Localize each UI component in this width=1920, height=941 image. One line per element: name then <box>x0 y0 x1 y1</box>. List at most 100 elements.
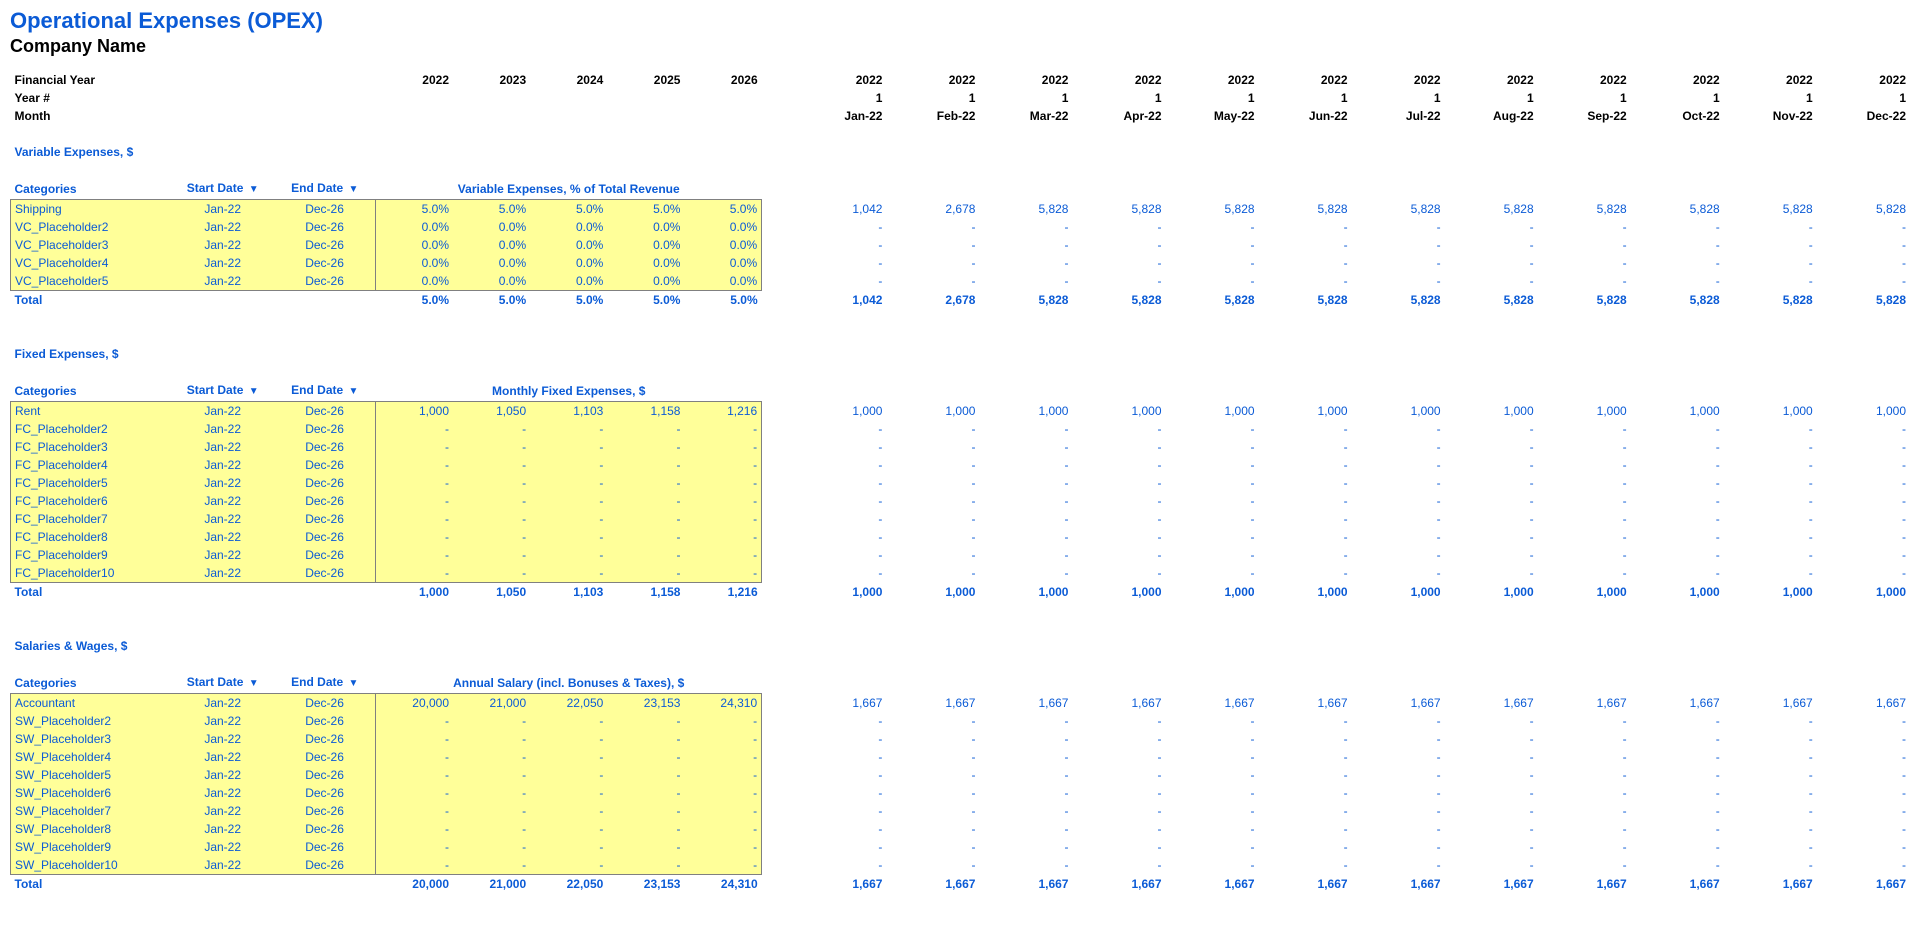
row-year-value[interactable]: - <box>530 748 607 766</box>
row-year-value[interactable]: 0.0% <box>607 218 684 236</box>
row-year-value[interactable]: - <box>607 510 684 528</box>
row-year-value[interactable]: - <box>684 820 761 838</box>
row-year-value[interactable]: - <box>376 492 453 510</box>
row-year-value[interactable]: 0.0% <box>607 254 684 272</box>
row-category[interactable]: SW_Placeholder6 <box>11 784 172 802</box>
row-year-value[interactable]: - <box>607 820 684 838</box>
row-year-value[interactable]: 1,050 <box>453 402 530 421</box>
row-year-value[interactable]: 5.0% <box>530 200 607 219</box>
row-year-value[interactable]: - <box>376 730 453 748</box>
row-start-date[interactable]: Jan-22 <box>172 218 274 236</box>
row-year-value[interactable]: 5.0% <box>684 200 761 219</box>
row-year-value[interactable]: - <box>376 838 453 856</box>
row-start-date[interactable]: Jan-22 <box>172 694 274 713</box>
row-category[interactable]: SW_Placeholder3 <box>11 730 172 748</box>
row-year-value[interactable]: - <box>453 820 530 838</box>
row-year-value[interactable]: - <box>376 528 453 546</box>
colhead-end-date[interactable]: End Date ▼ <box>274 381 376 402</box>
row-year-value[interactable]: - <box>607 838 684 856</box>
row-end-date[interactable]: Dec-26 <box>274 272 376 291</box>
row-start-date[interactable]: Jan-22 <box>172 856 274 875</box>
row-year-value[interactable]: - <box>684 838 761 856</box>
row-start-date[interactable]: Jan-22 <box>172 456 274 474</box>
row-year-value[interactable]: - <box>376 420 453 438</box>
row-year-value[interactable]: - <box>453 420 530 438</box>
row-start-date[interactable]: Jan-22 <box>172 546 274 564</box>
row-year-value[interactable]: - <box>530 420 607 438</box>
row-year-value[interactable]: 22,050 <box>530 694 607 713</box>
row-year-value[interactable]: - <box>607 438 684 456</box>
row-year-value[interactable]: - <box>530 784 607 802</box>
row-start-date[interactable]: Jan-22 <box>172 492 274 510</box>
row-year-value[interactable]: - <box>607 712 684 730</box>
row-year-value[interactable]: - <box>684 492 761 510</box>
row-start-date[interactable]: Jan-22 <box>172 254 274 272</box>
row-year-value[interactable]: 0.0% <box>684 272 761 291</box>
row-start-date[interactable]: Jan-22 <box>172 438 274 456</box>
row-year-value[interactable]: - <box>376 784 453 802</box>
row-year-value[interactable]: 0.0% <box>453 254 530 272</box>
row-start-date[interactable]: Jan-22 <box>172 564 274 583</box>
row-end-date[interactable]: Dec-26 <box>274 528 376 546</box>
row-year-value[interactable]: - <box>376 748 453 766</box>
row-end-date[interactable]: Dec-26 <box>274 766 376 784</box>
row-year-value[interactable]: - <box>684 546 761 564</box>
row-year-value[interactable]: - <box>530 474 607 492</box>
row-year-value[interactable]: - <box>530 510 607 528</box>
colhead-start-date[interactable]: Start Date ▼ <box>172 179 274 200</box>
row-year-value[interactable]: - <box>530 730 607 748</box>
row-year-value[interactable]: 0.0% <box>607 272 684 291</box>
row-category[interactable]: FC_Placeholder9 <box>11 546 172 564</box>
row-year-value[interactable]: - <box>530 766 607 784</box>
row-start-date[interactable]: Jan-22 <box>172 802 274 820</box>
row-category[interactable]: SW_Placeholder10 <box>11 856 172 875</box>
row-category[interactable]: SW_Placeholder4 <box>11 748 172 766</box>
row-start-date[interactable]: Jan-22 <box>172 784 274 802</box>
row-year-value[interactable]: 1,158 <box>607 402 684 421</box>
row-year-value[interactable]: - <box>530 802 607 820</box>
row-year-value[interactable]: - <box>530 528 607 546</box>
row-year-value[interactable]: - <box>530 564 607 583</box>
row-category[interactable]: VC_Placeholder5 <box>11 272 172 291</box>
row-year-value[interactable]: - <box>376 474 453 492</box>
row-end-date[interactable]: Dec-26 <box>274 820 376 838</box>
row-start-date[interactable]: Jan-22 <box>172 200 274 219</box>
row-year-value[interactable]: 0.0% <box>376 272 453 291</box>
row-year-value[interactable]: - <box>684 712 761 730</box>
row-category[interactable]: FC_Placeholder6 <box>11 492 172 510</box>
row-start-date[interactable]: Jan-22 <box>172 474 274 492</box>
row-year-value[interactable]: - <box>684 766 761 784</box>
row-end-date[interactable]: Dec-26 <box>274 730 376 748</box>
row-year-value[interactable]: - <box>607 766 684 784</box>
row-year-value[interactable]: 24,310 <box>684 694 761 713</box>
row-start-date[interactable]: Jan-22 <box>172 820 274 838</box>
row-category[interactable]: FC_Placeholder2 <box>11 420 172 438</box>
row-year-value[interactable]: - <box>453 510 530 528</box>
row-end-date[interactable]: Dec-26 <box>274 784 376 802</box>
row-end-date[interactable]: Dec-26 <box>274 420 376 438</box>
row-category[interactable]: FC_Placeholder7 <box>11 510 172 528</box>
row-category[interactable]: SW_Placeholder2 <box>11 712 172 730</box>
row-year-value[interactable]: - <box>530 546 607 564</box>
row-year-value[interactable]: 20,000 <box>376 694 453 713</box>
row-start-date[interactable]: Jan-22 <box>172 272 274 291</box>
row-category[interactable]: VC_Placeholder4 <box>11 254 172 272</box>
row-end-date[interactable]: Dec-26 <box>274 748 376 766</box>
row-year-value[interactable]: - <box>607 564 684 583</box>
row-year-value[interactable]: 21,000 <box>453 694 530 713</box>
row-year-value[interactable]: 5.0% <box>607 200 684 219</box>
row-end-date[interactable]: Dec-26 <box>274 694 376 713</box>
row-category[interactable]: SW_Placeholder7 <box>11 802 172 820</box>
row-end-date[interactable]: Dec-26 <box>274 474 376 492</box>
row-year-value[interactable]: 23,153 <box>607 694 684 713</box>
row-year-value[interactable]: 0.0% <box>453 218 530 236</box>
row-year-value[interactable]: 0.0% <box>376 254 453 272</box>
row-year-value[interactable]: - <box>607 748 684 766</box>
row-year-value[interactable]: - <box>453 528 530 546</box>
row-start-date[interactable]: Jan-22 <box>172 766 274 784</box>
row-start-date[interactable]: Jan-22 <box>172 510 274 528</box>
row-end-date[interactable]: Dec-26 <box>274 254 376 272</box>
row-year-value[interactable]: - <box>453 564 530 583</box>
row-year-value[interactable]: 0.0% <box>453 272 530 291</box>
row-year-value[interactable]: - <box>684 420 761 438</box>
